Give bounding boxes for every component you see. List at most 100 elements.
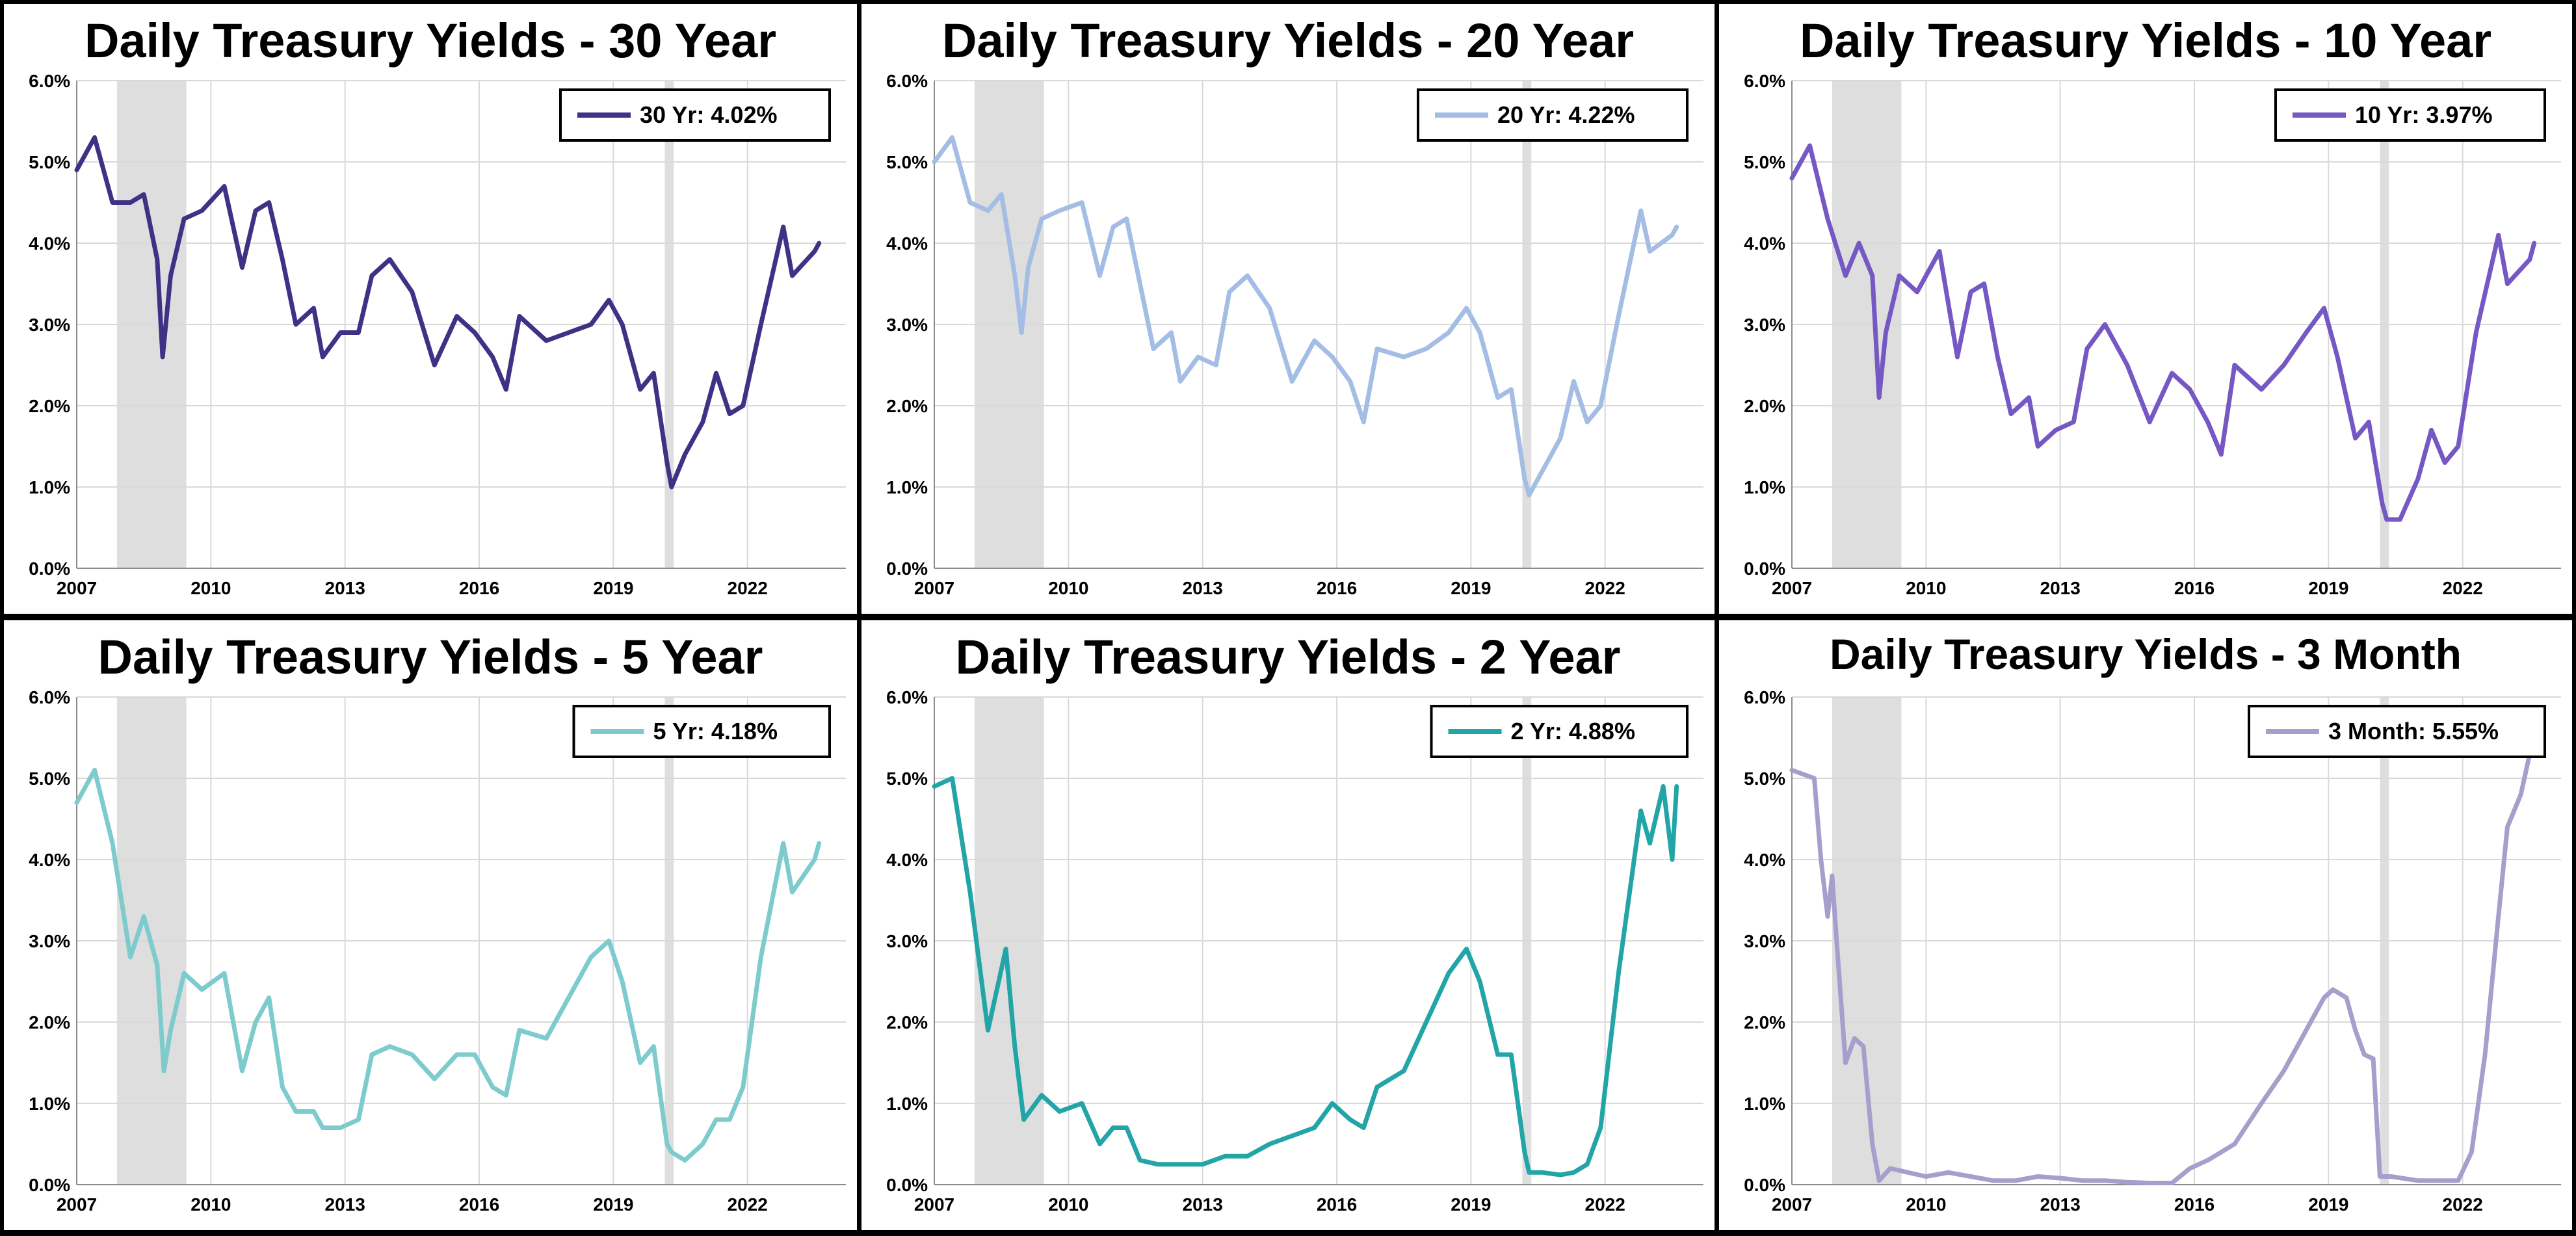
y-tick-label: 2.0% — [886, 396, 928, 416]
series-line — [1789, 735, 2537, 1185]
legend: 10 Yr: 3.97% — [2274, 88, 2546, 142]
y-tick-label: 0.0% — [886, 1175, 928, 1195]
y-tick-label: 0.0% — [29, 1175, 70, 1195]
x-tick-label: 2010 — [191, 578, 231, 598]
series-line — [74, 768, 822, 1163]
legend-label: 5 Yr: 4.18% — [653, 718, 778, 744]
chart-panel-5-year: Daily Treasury Yields - 5 Year 0.0% 1.0% 2… — [4, 620, 857, 1230]
y-tick-label: 5.0% — [1744, 152, 1785, 172]
legend-label: 20 Yr: 4.22% — [1497, 101, 1635, 128]
chart-panel-3-month: Daily Treasury Yields - 3 Month 0.0% 1.0%… — [1719, 620, 2572, 1230]
chart-plot: 0.0% 1.0% 2.0% 3.0% 4.0% 5.0% 6.0% 2007 2010 2013… — [1744, 687, 2561, 1215]
x-tick-label: 2016 — [2174, 578, 2215, 598]
x-tick-label: 2019 — [2308, 1194, 2348, 1215]
x-tick-label: 2019 — [2308, 578, 2348, 598]
y-tick-label: 2.0% — [29, 396, 70, 416]
chart-title: Daily Treasury Yields - 5 Year — [98, 630, 763, 684]
y-tick-label: 0.0% — [1744, 559, 1785, 579]
x-tick-label: 2010 — [1906, 1194, 1946, 1215]
x-tick-label: 2022 — [728, 1194, 768, 1215]
y-tick-label: 0.0% — [1744, 1175, 1785, 1195]
series-line — [74, 135, 822, 490]
y-tick-label: 1.0% — [886, 1094, 928, 1114]
y-tick-label: 5.0% — [1744, 769, 1785, 789]
y-tick-label: 0.0% — [886, 559, 928, 579]
legend: 30 Yr: 4.02% — [559, 88, 831, 142]
y-tick-label: 3.0% — [886, 315, 928, 335]
legend: 20 Yr: 4.22% — [1417, 88, 1689, 142]
chart-panel-10-year: Daily Treasury Yields - 10 Year 0.0% 1.0%… — [1719, 4, 2572, 614]
chart-panel-30-year: Daily Treasury Yields - 30 Year 0.0% 1.0%… — [4, 4, 857, 614]
y-tick-label: 4.0% — [29, 850, 70, 870]
legend: 5 Yr: 4.18% — [572, 705, 831, 758]
y-tick-label: 6.0% — [1744, 687, 1785, 707]
y-tick-label: 3.0% — [1744, 931, 1785, 951]
y-tick-label: 3.0% — [1744, 315, 1785, 335]
x-tick-label: 2016 — [459, 578, 499, 598]
y-tick-label: 6.0% — [29, 687, 70, 707]
chart-panel-20-year: Daily Treasury Yields - 20 Year 0.0% 1.0%… — [861, 4, 1715, 614]
x-tick-label: 2010 — [191, 1194, 231, 1215]
x-tick-label: 2013 — [1183, 1194, 1223, 1215]
y-tick-label: 5.0% — [29, 152, 70, 172]
y-tick-label: 3.0% — [29, 315, 70, 335]
legend-label: 3 Month: 5.55% — [2328, 718, 2499, 744]
y-tick-label: 1.0% — [886, 477, 928, 497]
y-tick-label: 6.0% — [1744, 71, 1785, 91]
x-tick-label: 2022 — [1585, 1194, 1625, 1215]
y-tick-label: 3.0% — [29, 931, 70, 951]
x-tick-label: 2007 — [914, 578, 954, 598]
y-tick-label: 1.0% — [29, 477, 70, 497]
y-tick-label: 0.0% — [29, 559, 70, 579]
x-tick-label: 2010 — [1048, 578, 1088, 598]
x-tick-label: 2007 — [1772, 1194, 1812, 1215]
y-tick-label: 4.0% — [1744, 850, 1785, 870]
x-tick-label: 2013 — [325, 578, 365, 598]
chart-title: Daily Treasury Yields - 20 Year — [941, 14, 1635, 68]
y-tick-label: 2.0% — [29, 1012, 70, 1032]
x-tick-label: 2022 — [728, 578, 768, 598]
x-tick-label: 2016 — [1317, 578, 1357, 598]
chart-title: Daily Treasury Yields - 3 Month — [1830, 630, 2462, 678]
y-tick-label: 2.0% — [1744, 1012, 1785, 1032]
chart-plot: 0.0% 1.0% 2.0% 3.0% 4.0% 5.0% 6.0% 2007 2010 2013… — [29, 71, 846, 598]
chart-plot: 0.0% 1.0% 2.0% 3.0% 4.0% 5.0% 6.0% 2007 2010 2013… — [1744, 71, 2561, 598]
x-tick-label: 2013 — [2040, 578, 2081, 598]
chart-title: Daily Treasury Yields - 10 Year — [1799, 14, 2492, 68]
chart-plot: 0.0% 1.0% 2.0% 3.0% 4.0% 5.0% 6.0% 2007 2010 2013… — [29, 687, 846, 1215]
x-tick-label: 2022 — [2443, 1194, 2483, 1215]
x-tick-label: 2007 — [1772, 578, 1812, 598]
y-tick-label: 6.0% — [886, 687, 928, 707]
x-tick-label: 2016 — [2174, 1194, 2215, 1215]
x-tick-label: 2013 — [325, 1194, 365, 1215]
x-tick-label: 2007 — [57, 1194, 97, 1215]
chart-title: Daily Treasury Yields - 2 Year — [955, 630, 1621, 684]
y-tick-label: 5.0% — [886, 769, 928, 789]
y-tick-label: 1.0% — [1744, 477, 1785, 497]
chart-plot: 0.0% 1.0% 2.0% 3.0% 4.0% 5.0% 6.0% 2007 2010 2013… — [886, 71, 1703, 598]
x-tick-label: 2007 — [57, 578, 97, 598]
y-tick-label: 4.0% — [886, 850, 928, 870]
y-tick-label: 5.0% — [886, 152, 928, 172]
x-tick-label: 2019 — [1451, 578, 1491, 598]
x-tick-label: 2010 — [1906, 578, 1946, 598]
legend-box — [1430, 705, 1689, 758]
y-tick-label: 4.0% — [29, 233, 70, 254]
y-tick-label: 1.0% — [1744, 1094, 1785, 1114]
y-tick-label: 2.0% — [886, 1012, 928, 1032]
y-tick-label: 2.0% — [1744, 396, 1785, 416]
series-line — [932, 776, 1679, 1177]
chart-title: Daily Treasury Yields - 30 Year — [84, 14, 777, 68]
x-tick-label: 2019 — [593, 578, 633, 598]
legend-label: 30 Yr: 4.02% — [640, 101, 777, 128]
x-tick-label: 2016 — [1317, 1194, 1357, 1215]
chart-panel-2-year: Daily Treasury Yields - 2 Year 0.0% 1.0% 2… — [861, 620, 1715, 1230]
legend-label: 2 Yr: 4.88% — [1511, 718, 1635, 744]
y-tick-label: 3.0% — [886, 931, 928, 951]
x-tick-label: 2016 — [459, 1194, 499, 1215]
y-tick-label: 6.0% — [886, 71, 928, 91]
series-line — [1789, 143, 2537, 522]
y-tick-label: 4.0% — [886, 233, 928, 254]
x-tick-label: 2022 — [2443, 578, 2483, 598]
